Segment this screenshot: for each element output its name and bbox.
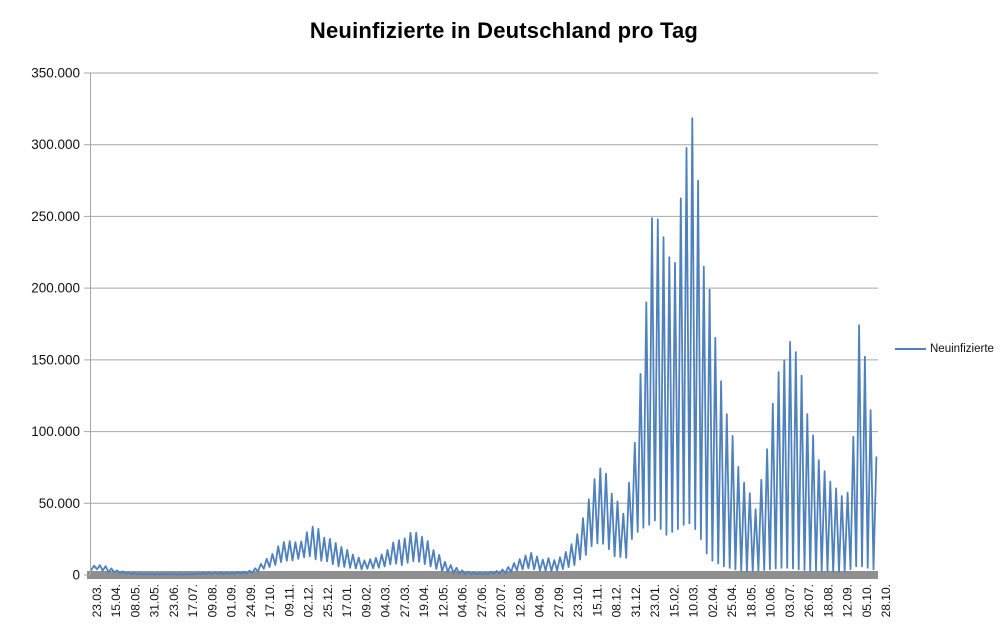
x-tick-label: 15.02.: [667, 584, 681, 617]
y-tick-label: 350.000: [31, 66, 80, 81]
x-tick-label: 12.09.: [841, 584, 855, 617]
x-tick-label: 20.07.: [494, 584, 508, 617]
x-tick-label: 24.09.: [244, 584, 258, 617]
legend-label: Neuinfizierte: [930, 343, 994, 355]
x-tick-label: 17.07.: [186, 584, 200, 617]
x-tick-label: 27.09.: [552, 584, 566, 617]
x-tick-label: 15.11.: [590, 584, 604, 616]
x-tick-label: 12.08.: [513, 584, 527, 617]
x-tick-label: 04.09.: [533, 584, 547, 617]
x-tick-label: 09.08.: [206, 584, 220, 617]
y-tick-label: 250.000: [31, 209, 80, 224]
x-tick-label: 23.06.: [167, 584, 181, 617]
legend-line-swatch: [895, 348, 926, 350]
x-tick-label: 17.01.: [340, 584, 354, 617]
x-tick-label: 12.05.: [436, 584, 450, 617]
x-tick-label: 04.03.: [379, 584, 393, 617]
x-tick-label: 23.10.: [571, 584, 585, 617]
x-tick-label: 23.01.: [648, 584, 662, 617]
x-tick-label: 19.04.: [417, 584, 431, 617]
x-tick-label: 08.05.: [129, 584, 143, 617]
x-tick-label: 15.04.: [109, 584, 123, 617]
x-tick-label: 18.05.: [744, 584, 758, 617]
chart-title: Neuinfizierte in Deutschland pro Tag: [309, 18, 699, 43]
y-tick-label: 300.000: [31, 137, 80, 152]
y-tick-label: 0: [72, 568, 80, 583]
x-tick-label: 25.04.: [725, 584, 739, 617]
y-tick-label: 100.000: [31, 424, 80, 439]
x-tick-label: 18.08.: [821, 584, 835, 617]
x-tick-label: 31.05.: [148, 584, 162, 617]
x-tick-label: 25.12.: [321, 584, 335, 617]
y-tick-label: 200.000: [31, 281, 80, 296]
x-tick-label: 08.12.: [610, 584, 624, 617]
x-tick-label: 26.07.: [802, 584, 816, 617]
x-tick-label: 05.10.: [860, 584, 874, 617]
series-line-neuinfizierte: [90, 117, 878, 576]
x-tick-label: 09.02.: [359, 584, 373, 617]
x-tick-label: 17.10.: [263, 584, 277, 617]
x-tick-label: 10.06.: [764, 584, 778, 617]
y-tick-label: 50.000: [39, 496, 80, 511]
x-tick-label: 27.03.: [398, 584, 412, 617]
x-tick-label: 09.11.: [282, 584, 296, 616]
x-tick-label: 02.12.: [302, 584, 316, 617]
x-tick-label: 10.03.: [687, 584, 701, 617]
x-tick-label: 23.03.: [90, 584, 104, 617]
x-tick-label: 01.09.: [225, 584, 239, 617]
x-tick-label: 28.10.: [879, 584, 893, 617]
x-tick-label: 04.06.: [456, 584, 470, 617]
y-tick-label: 150.000: [31, 352, 80, 367]
legend: Neuinfizierte: [895, 343, 994, 355]
x-tick-label: 02.04.: [706, 584, 720, 617]
x-tick-label: 27.06.: [475, 584, 489, 617]
x-tick-label: 31.12.: [629, 584, 643, 617]
x-tick-label: 03.07.: [783, 584, 797, 617]
